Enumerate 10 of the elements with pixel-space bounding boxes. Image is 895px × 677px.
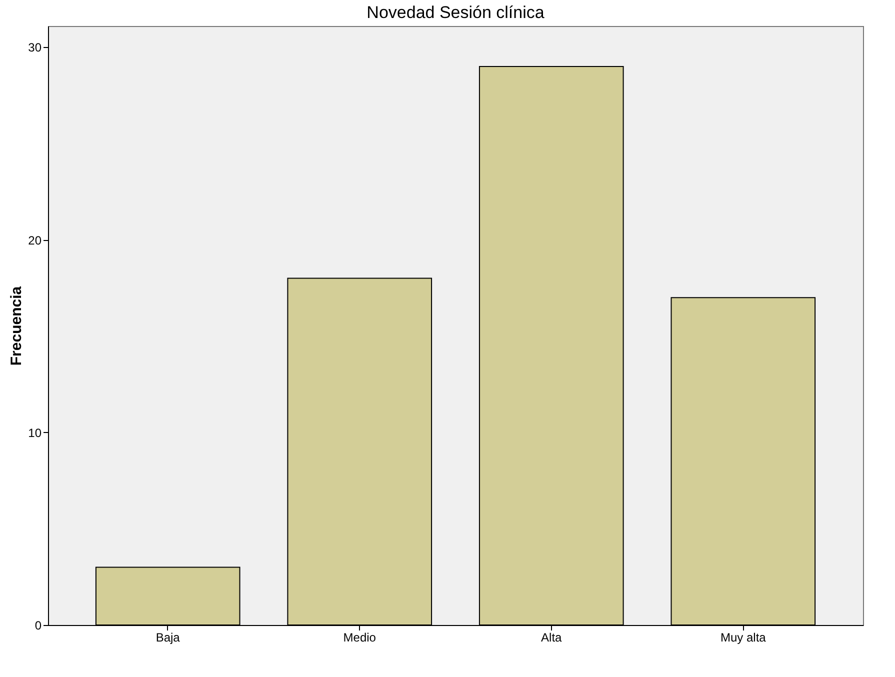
y-tick-label: 30 [28, 40, 42, 55]
x-tick-label: Alta [541, 630, 562, 644]
y-axis-title: Frecuencia [8, 286, 26, 366]
x-tick-label: Muy alta [720, 630, 766, 644]
chart-title: Novedad Sesión clínica [366, 3, 545, 22]
y-tick-label: 20 [28, 233, 42, 248]
y-tick-label: 10 [28, 426, 42, 440]
x-tick-label: Medio [343, 630, 376, 644]
x-tick-label: Baja [156, 630, 180, 644]
y-tick-label: 0 [34, 618, 42, 632]
